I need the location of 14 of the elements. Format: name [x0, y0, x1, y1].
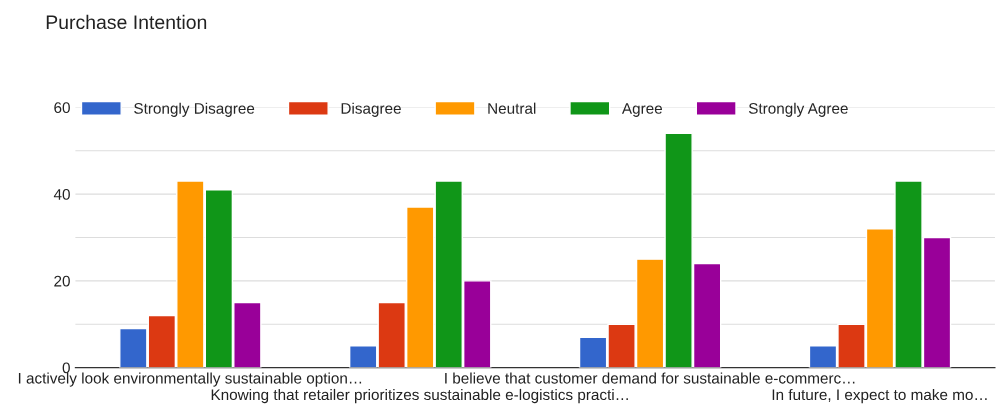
legend-label: Strongly Disagree: [134, 102, 255, 117]
x-tick-label: I actively look environmentally sustainable option…: [18, 372, 362, 387]
x-tick-label: Knowing that retailer prioritizes sustainable e-logistics practi…: [211, 388, 628, 404]
chart-title: Purchase Intention: [46, 14, 207, 30]
legend-label: Strongly Agree: [748, 102, 848, 117]
legend-label: Disagree: [341, 102, 401, 117]
legend-label: Agree: [621, 103, 662, 117]
x-tick-label: I believe that customer demand for sustainable e-commerc…: [445, 372, 855, 384]
y-tick-label: 40: [53, 188, 70, 200]
y-tick-label: 60: [54, 102, 70, 114]
y-tick-label: 20: [54, 275, 70, 287]
x-tick-label: In future, I expect to make mo…: [772, 388, 987, 404]
y-tick-label: 0: [62, 362, 70, 374]
legend-label: Neutral: [488, 102, 536, 114]
